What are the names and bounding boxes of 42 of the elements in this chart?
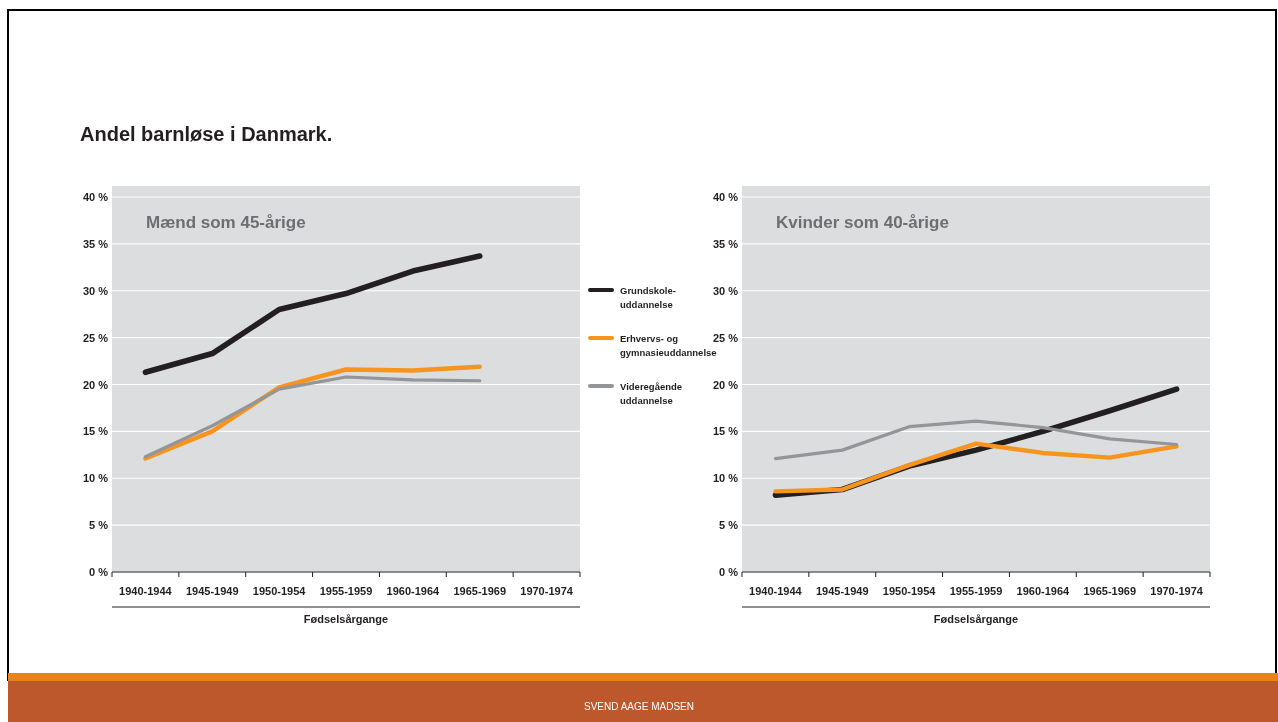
x-tick-label: 1960-1964 (1016, 585, 1071, 597)
x-tick-label: 1965-1969 (453, 585, 507, 597)
x-tick-label: 1950-1954 (882, 585, 937, 597)
text: Kvinder som 40-årige (776, 213, 949, 232)
text: Mænd som 45-årige (146, 213, 306, 232)
x-tick-label: 1960-1964 (386, 585, 441, 597)
y-tick-label: 30 % (82, 284, 109, 297)
x-tick-label: 1940-1944 (119, 585, 173, 597)
y-tick-label: 25 % (712, 331, 739, 344)
x-tick-label: 1970-1974 (1150, 585, 1204, 597)
line-series (773, 441, 1179, 494)
x-tick-label: 1965-1969 (1083, 585, 1137, 597)
y-tick-label: 0 % (719, 566, 739, 578)
legend-label: Videregående uddannelse (620, 381, 683, 406)
x-axis-title: Fødselsårgange (933, 613, 1019, 625)
y-tick-label: 40 % (712, 191, 739, 203)
y-tick-label: 30 % (712, 284, 739, 297)
y-tick-label: 10 % (82, 472, 109, 485)
y-tick-label: 5 % (719, 519, 739, 532)
x-tick-label: 1970-1974 (520, 585, 574, 597)
x-tick-label: 1945-1949 (815, 585, 869, 597)
y-tick-label: 0 % (89, 566, 109, 578)
y-tick-label: 5 % (89, 519, 109, 532)
legend-label: Grundskole-uddannelse (620, 285, 676, 310)
x-tick-label: 1945-1949 (185, 585, 239, 597)
y-tick-label: 25 % (82, 331, 109, 344)
y-tick-label: 40 % (82, 191, 109, 203)
chart-title: Andel barnløse i Danmark. (80, 123, 333, 145)
x-tick-label: 1940-1944 (749, 585, 803, 597)
x-tick-label: 1950-1954 (252, 585, 307, 597)
text: SVEND AAGE MADSEN (583, 701, 695, 712)
x-axis-title: Fødselsårgange (303, 613, 389, 625)
y-tick-label: 15 % (82, 425, 109, 438)
x-tick-label: 1955-1959 (319, 585, 373, 597)
y-tick-label: 10 % (712, 472, 739, 485)
y-tick-label: 20 % (82, 378, 109, 391)
y-tick-label: 35 % (712, 237, 739, 250)
x-tick-label: 1955-1959 (949, 585, 1003, 597)
line-series (773, 419, 1179, 461)
y-tick-label: 35 % (82, 237, 109, 250)
y-tick-label: 15 % (712, 425, 739, 438)
y-tick-label: 20 % (712, 378, 739, 391)
